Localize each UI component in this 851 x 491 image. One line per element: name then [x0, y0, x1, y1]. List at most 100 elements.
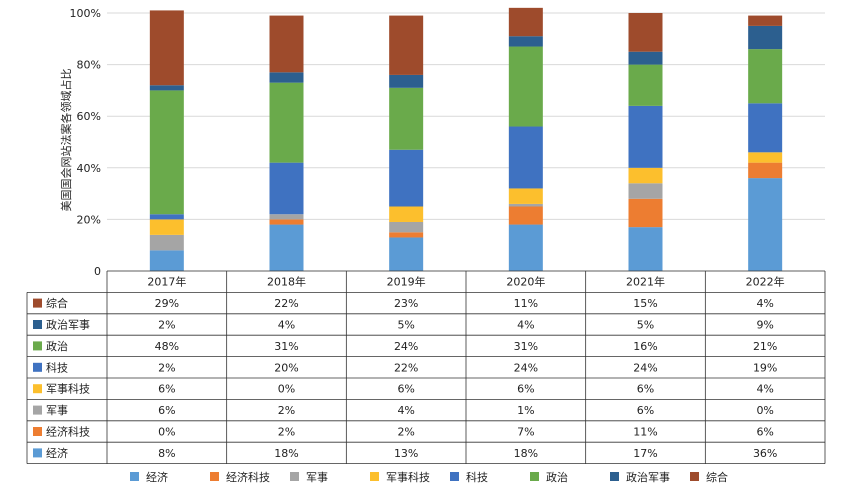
legend-label: 政治军事	[626, 470, 670, 484]
bar-segment	[748, 49, 783, 104]
data-label: 2%	[278, 404, 295, 417]
table-row-label: 政治军事	[46, 318, 90, 332]
table-legend-swatch	[33, 320, 42, 329]
bar-segment	[748, 103, 783, 153]
legend-swatch	[370, 472, 379, 481]
x-tick-label: 2020年	[506, 275, 545, 289]
bar-segment	[149, 214, 184, 220]
data-label: 0%	[756, 404, 773, 417]
legend-label: 军事科技	[386, 470, 430, 484]
bar-segment	[508, 203, 543, 207]
bars	[149, 7, 783, 271]
data-label: 22%	[274, 297, 298, 310]
x-tick-label: 2021年	[626, 275, 665, 289]
data-label: 31%	[274, 340, 298, 353]
bar-segment	[149, 250, 184, 271]
data-label: 0%	[158, 426, 175, 439]
data-label: 29%	[155, 297, 179, 310]
bar-segment	[628, 183, 663, 199]
bar-segment	[389, 232, 424, 238]
bar-segment	[508, 46, 543, 127]
data-label: 7%	[517, 426, 534, 439]
bar-segment	[389, 74, 424, 88]
x-tick-label: 2017年	[147, 275, 186, 289]
gridlines	[107, 12, 825, 272]
y-tick-label: 60%	[77, 110, 101, 123]
bar-segment	[628, 227, 663, 271]
bar-segment	[149, 90, 184, 215]
x-tick-label: 2022年	[746, 275, 785, 289]
legend-swatch	[530, 472, 539, 481]
data-label: 6%	[158, 404, 175, 417]
bar-segment	[389, 206, 424, 222]
bar-segment	[389, 237, 424, 271]
legend-swatch	[290, 472, 299, 481]
y-tick-label: 40%	[77, 162, 101, 175]
y-tick-label: 20%	[77, 213, 101, 226]
data-label: 11%	[514, 297, 538, 310]
bar-segment	[508, 206, 543, 225]
y-tick-label: 0	[94, 265, 101, 278]
data-label: 6%	[397, 383, 414, 396]
data-label: 4%	[397, 404, 414, 417]
data-label: 19%	[753, 361, 777, 374]
bar-segment	[508, 36, 543, 47]
bar-segment	[628, 13, 663, 52]
legend-label: 军事	[306, 471, 328, 484]
bar-segment	[628, 198, 663, 228]
legend: 经济 经济科技 军事 军事科技 科技 政治 政治军事 综合	[130, 470, 728, 484]
data-label: 2%	[158, 319, 175, 332]
table-row-label: 政治	[46, 339, 68, 353]
x-tick-label: 2018年	[267, 275, 306, 289]
data-label: 24%	[633, 361, 657, 374]
y-tick-label: 80%	[77, 59, 101, 72]
bar-segment	[389, 221, 424, 233]
table-row-label: 军事	[46, 404, 68, 417]
data-label: 6%	[158, 383, 175, 396]
legend-swatch	[690, 472, 699, 481]
data-label: 6%	[637, 404, 654, 417]
legend-label: 经济科技	[226, 470, 270, 484]
data-label: 17%	[633, 447, 657, 460]
data-label: 2%	[158, 361, 175, 374]
table-legend-swatch	[33, 427, 42, 436]
bar-segment	[269, 224, 304, 271]
bar-segment	[748, 152, 783, 163]
data-label: 31%	[514, 340, 538, 353]
bar-segment	[269, 214, 304, 220]
data-label: 6%	[756, 426, 773, 439]
table-legend-swatch	[33, 341, 42, 351]
table-legend-swatch	[33, 384, 42, 394]
data-label: 15%	[633, 297, 657, 310]
table-row-label: 经济	[46, 446, 68, 460]
data-label: 4%	[517, 319, 534, 332]
bar-segment	[269, 219, 304, 225]
data-label: 5%	[637, 319, 654, 332]
data-label: 11%	[633, 426, 657, 439]
bar-segment	[149, 85, 184, 91]
data-label: 6%	[517, 383, 534, 396]
data-label: 9%	[756, 319, 773, 332]
bar-segment	[508, 7, 543, 37]
table-legend-swatch	[33, 298, 42, 308]
data-label: 0%	[278, 383, 295, 396]
data-label: 8%	[158, 447, 175, 460]
bar-segment	[508, 224, 543, 271]
legend-label: 政治	[546, 470, 568, 484]
bar-segment	[748, 15, 783, 26]
data-label: 2%	[278, 426, 295, 439]
data-label: 5%	[397, 319, 414, 332]
bar-segment	[389, 87, 424, 150]
legend-label: 经济	[146, 470, 168, 484]
data-label: 16%	[633, 340, 657, 353]
table-legend-swatch	[33, 448, 42, 458]
data-label: 48%	[155, 340, 179, 353]
bar-segment	[628, 105, 663, 168]
data-label: 21%	[753, 340, 777, 353]
table-row-label: 综合	[46, 296, 68, 310]
data-label: 18%	[514, 447, 538, 460]
bar-segment	[748, 162, 783, 179]
data-label: 24%	[514, 361, 538, 374]
